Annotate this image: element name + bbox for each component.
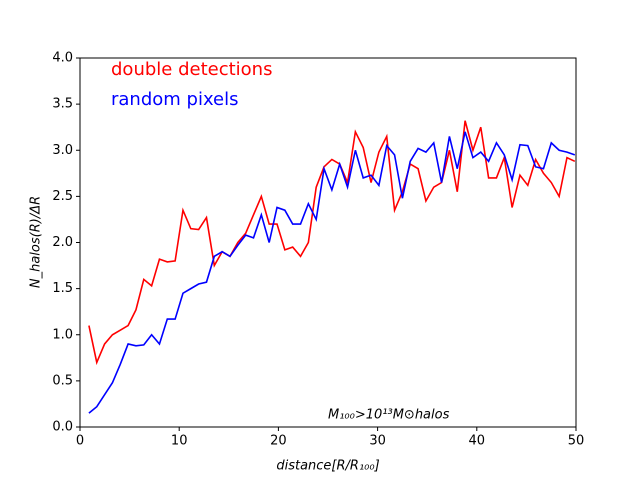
y-tick-label: 1.5 [52, 281, 73, 296]
y-tick-label: 4.0 [52, 51, 73, 66]
x-tick-label: 40 [469, 434, 486, 449]
y-tick-label: 2.0 [52, 235, 73, 250]
legend-label: random pixels [111, 89, 239, 110]
annotation: M₁₀₀>10¹³M⊙halos [328, 408, 450, 423]
x-tick-label: 10 [171, 434, 188, 449]
x-tick-label: 20 [270, 434, 287, 449]
line-series [88, 131, 576, 414]
y-tick-label: 1.0 [52, 327, 73, 342]
x-axis-label: distance[R/R₁₀₀] [276, 459, 379, 474]
line-series [88, 120, 576, 366]
y-tick-label: 3.0 [52, 143, 73, 158]
y-tick-label: 3.5 [52, 97, 73, 112]
y-tick-label: 2.5 [52, 189, 73, 204]
x-tick-label: 0 [76, 434, 84, 449]
y-tick-label: 0.5 [52, 373, 73, 388]
x-tick-label: 50 [568, 434, 585, 449]
legend-label: double detections [111, 59, 272, 80]
y-tick-label: 0.0 [52, 420, 73, 435]
y-axis-label: N_halos(R)/ΔR [29, 196, 44, 288]
axes-frame [79, 57, 577, 428]
x-tick-label: 30 [369, 434, 386, 449]
